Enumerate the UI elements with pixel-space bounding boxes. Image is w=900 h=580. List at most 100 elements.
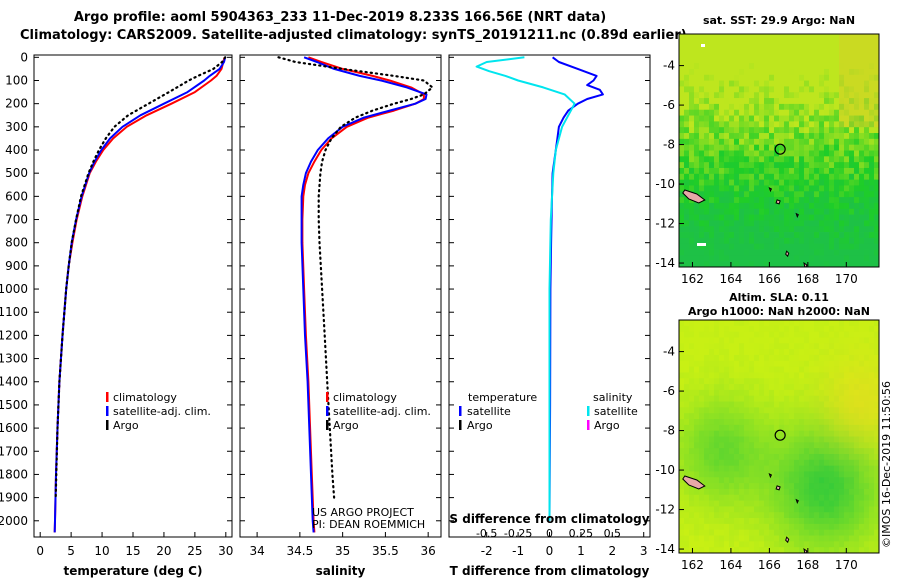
sla-map-pixel — [734, 430, 740, 437]
sla-map-pixel — [709, 465, 715, 472]
sst-map-pixel — [829, 179, 835, 186]
sst-map-pixel — [874, 57, 879, 64]
sst-map-pixel — [789, 68, 795, 76]
sst-map-pixel — [834, 255, 840, 262]
sla-map-pixel — [809, 448, 815, 455]
sla-lat-tick-label: -8 — [663, 424, 675, 438]
sla-map-pixel — [799, 349, 805, 356]
sla-map-pixel — [784, 389, 790, 397]
salinity-legend-label: satellite-adj. clim. — [333, 405, 431, 418]
sst-map-pixel — [759, 249, 765, 256]
sla-map-pixel — [684, 407, 690, 414]
sla-map-pixel — [859, 354, 865, 362]
sst-map-pixel — [694, 63, 700, 70]
sst-map-pixel — [774, 261, 780, 267]
sst-map-pixel — [689, 68, 695, 76]
sst-map-pixel — [739, 63, 745, 70]
sla-map-pixel — [739, 372, 745, 379]
sst-map-pixel — [829, 208, 835, 215]
sst-map-pixel — [734, 150, 740, 157]
sla-map-pixel — [704, 366, 710, 373]
sla-map-pixel — [779, 343, 785, 350]
sla-map-pixel — [789, 407, 795, 414]
sla-map-pixel — [779, 442, 785, 449]
sst-map-pixel — [819, 57, 825, 64]
sst-map-pixel — [749, 121, 755, 128]
sst-map-pixel — [869, 92, 875, 99]
sst-map-pixel — [744, 92, 750, 99]
sla-map-pixel — [794, 448, 800, 455]
sst-map-pixel — [794, 127, 800, 134]
sla-map-pixel — [789, 488, 795, 496]
sst-map-pixel — [809, 57, 815, 64]
sla-map-pixel — [819, 354, 825, 362]
sst-map-pixel — [829, 57, 835, 64]
sst-map-pixel — [854, 45, 860, 52]
sst-map-pixel — [684, 255, 690, 262]
sla-map-pixel — [724, 354, 730, 362]
sst-map-pixel — [814, 121, 820, 128]
sst-map-pixel — [709, 156, 715, 163]
sst-map-pixel — [729, 232, 735, 239]
sla-map-pixel — [834, 366, 840, 373]
sla-map-pixel — [714, 506, 720, 513]
sla-map-pixel — [724, 529, 730, 536]
sst-map-pixel — [749, 162, 755, 169]
sst-map-pixel — [834, 243, 840, 250]
sst-map-pixel — [864, 109, 870, 116]
sla-map-pixel — [679, 512, 685, 519]
sla-map-pixel — [849, 483, 855, 490]
sla-map-pixel — [784, 378, 790, 385]
sst-map-pixel — [804, 68, 810, 76]
sla-lon-tick-label: 164 — [719, 558, 742, 572]
sst-map-pixel — [774, 249, 780, 256]
sla-map-pixel — [774, 471, 780, 478]
sla-map-pixel — [734, 483, 740, 490]
depth-tick-label: 900 — [5, 259, 28, 273]
sla-map-pixel — [874, 512, 879, 519]
sla-map-pixel — [684, 325, 690, 333]
sla-map-pixel — [729, 541, 735, 548]
sst-map-pixel — [729, 74, 735, 82]
sst-map-pixel — [679, 185, 685, 192]
sst-map-pixel — [754, 127, 760, 134]
sla-map-pixel — [824, 372, 830, 379]
sst-map-pixel — [864, 86, 870, 93]
sla-map-pixel — [719, 518, 725, 525]
sla-map-pixel — [809, 325, 815, 333]
salinity-xtick-label: 34.5 — [287, 544, 314, 558]
sla-map-pixel — [874, 349, 879, 356]
sla-map-pixel — [864, 372, 870, 379]
sla-map-pixel — [714, 494, 720, 501]
sst-map-pixel — [754, 121, 760, 128]
sst-map-pixel — [724, 98, 730, 105]
sst-map-pixel — [839, 45, 845, 52]
sla-map-pixel — [759, 331, 765, 338]
sst-map-pixel — [729, 179, 735, 186]
sla-map-pixel — [724, 483, 730, 490]
sst-map-pixel — [869, 202, 875, 210]
sla-map-pixel — [779, 453, 785, 461]
sla-map-pixel — [744, 325, 750, 333]
sst-map-pixel — [709, 167, 715, 175]
sst-map-pixel — [794, 226, 800, 233]
sst-map-pixel — [704, 127, 710, 134]
sst-map-pixel — [859, 121, 865, 128]
sla-map-pixel — [874, 389, 879, 397]
sst-map-pixel — [789, 255, 795, 262]
sla-map-pixel — [689, 354, 695, 362]
sst-map-pixel — [724, 80, 730, 87]
salinity-legend-swatch — [326, 392, 329, 402]
sla-map-pixel — [694, 331, 700, 338]
sla-map-pixel — [779, 471, 785, 478]
sst-map-pixel — [859, 255, 865, 262]
sst-map-pixel — [834, 237, 840, 245]
sst-map-pixel — [784, 237, 790, 245]
sla-map-pixel — [729, 413, 735, 420]
sst-map-pixel — [714, 232, 720, 239]
sst-map-pixel — [779, 133, 785, 140]
sst-map-pixel — [754, 208, 760, 215]
sla-map-pixel — [809, 389, 815, 397]
sst-map-pixel — [844, 156, 850, 163]
sla-map-pixel — [839, 424, 845, 432]
